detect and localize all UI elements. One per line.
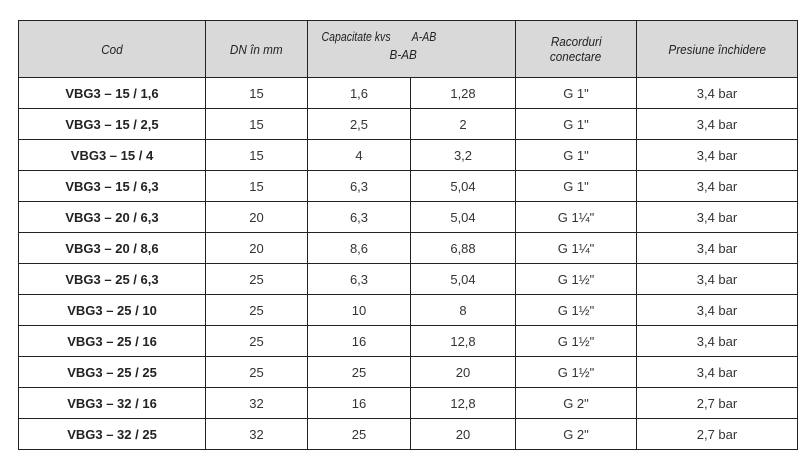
header-capacitate: Capacitate kvs A-AB B-AB (307, 20, 516, 78)
cell-cod: VBG3 – 25 / 25 (18, 356, 206, 388)
cell-b-ab: 5,04 (410, 201, 516, 233)
cell-dn: 32 (205, 418, 308, 450)
header-cod: Cod (18, 20, 206, 78)
cell-cod: VBG3 – 20 / 8,6 (18, 232, 206, 264)
cell-cod: VBG3 – 15 / 1,6 (18, 77, 206, 109)
header-b-ab: B-AB (389, 47, 417, 62)
cell-presiune: 3,4 bar (636, 325, 798, 357)
cell-presiune: 3,4 bar (636, 294, 798, 326)
cell-cod: VBG3 – 15 / 2,5 (18, 108, 206, 140)
cell-b-ab: 5,04 (410, 170, 516, 202)
table-row: VBG3 – 20 / 8,6 20 8,6 6,88 G 1¼" 3,4 bar (18, 232, 798, 264)
cell-cod: VBG3 – 25 / 16 (18, 325, 206, 357)
table-row: VBG3 – 20 / 6,3 20 6,3 5,04 G 1¼" 3,4 bar (18, 201, 798, 233)
cell-a-ab: 6,3 (307, 170, 411, 202)
cell-racord: G 1" (515, 170, 637, 202)
cell-b-ab: 8 (410, 294, 516, 326)
cell-a-ab: 16 (307, 325, 411, 357)
cell-dn: 25 (205, 294, 308, 326)
cell-racord: G 2" (515, 418, 637, 450)
table-row: VBG3 – 25 / 16 25 16 12,8 G 1½" 3,4 bar (18, 325, 798, 357)
header-row: Cod DN în mm Capacitate kvs A-AB B-AB Ra… (18, 20, 798, 78)
cell-racord: G 1" (515, 108, 637, 140)
cell-a-ab: 6,3 (307, 263, 411, 295)
cell-a-ab: 4 (307, 139, 411, 171)
cell-b-ab: 2 (410, 108, 516, 140)
table-row: VBG3 – 25 / 10 25 10 8 G 1½" 3,4 bar (18, 294, 798, 326)
cell-a-ab: 25 (307, 356, 411, 388)
cell-racord: G 2" (515, 387, 637, 419)
header-racorduri: Racorduri conectare (515, 20, 637, 78)
cell-cod: VBG3 – 20 / 6,3 (18, 201, 206, 233)
cell-dn: 15 (205, 170, 308, 202)
cell-presiune: 3,4 bar (636, 139, 798, 171)
cell-racord: G 1" (515, 139, 637, 171)
cell-b-ab: 1,28 (410, 77, 516, 109)
cell-presiune: 2,7 bar (636, 418, 798, 450)
cell-presiune: 3,4 bar (636, 356, 798, 388)
cell-a-ab: 10 (307, 294, 411, 326)
cell-b-ab: 20 (410, 356, 516, 388)
cell-a-ab: 25 (307, 418, 411, 450)
cell-racord: G 1½" (515, 263, 637, 295)
table-row: VBG3 – 15 / 1,6 15 1,6 1,28 G 1" 3,4 bar (18, 77, 798, 109)
cell-dn: 15 (205, 77, 308, 109)
cell-dn: 20 (205, 201, 308, 233)
table-row: VBG3 – 15 / 2,5 15 2,5 2 G 1" 3,4 bar (18, 108, 798, 140)
table-row: VBG3 – 15 / 4 15 4 3,2 G 1" 3,4 bar (18, 139, 798, 171)
table-row: VBG3 – 25 / 6,3 25 6,3 5,04 G 1½" 3,4 bar (18, 263, 798, 295)
cell-b-ab: 12,8 (410, 387, 516, 419)
cell-dn: 25 (205, 263, 308, 295)
cell-dn: 15 (205, 108, 308, 140)
cell-b-ab: 12,8 (410, 325, 516, 357)
cell-racord: G 1½" (515, 356, 637, 388)
header-dn: DN în mm (205, 20, 308, 78)
header-capacitate-label: Capacitate kvs (321, 29, 391, 44)
cell-dn: 15 (205, 139, 308, 171)
cell-presiune: 3,4 bar (636, 263, 798, 295)
cell-cod: VBG3 – 32 / 25 (18, 418, 206, 450)
cell-b-ab: 6,88 (410, 232, 516, 264)
header-presiune: Presiune închidere (636, 20, 798, 78)
cell-presiune: 3,4 bar (636, 77, 798, 109)
cell-b-ab: 3,2 (410, 139, 516, 171)
cell-cod: VBG3 – 15 / 6,3 (18, 170, 206, 202)
cell-dn: 20 (205, 232, 308, 264)
cell-cod: VBG3 – 32 / 16 (18, 387, 206, 419)
table-row: VBG3 – 32 / 25 32 25 20 G 2" 2,7 bar (18, 418, 798, 450)
header-a-ab: A-AB (412, 29, 437, 44)
cell-a-ab: 16 (307, 387, 411, 419)
cell-a-ab: 2,5 (307, 108, 411, 140)
cell-racord: G 1¼" (515, 232, 637, 264)
cell-racord: G 1½" (515, 294, 637, 326)
cell-dn: 32 (205, 387, 308, 419)
cell-presiune: 3,4 bar (636, 232, 798, 264)
cell-racord: G 1¼" (515, 201, 637, 233)
cell-presiune: 3,4 bar (636, 201, 798, 233)
cell-b-ab: 20 (410, 418, 516, 450)
cell-b-ab: 5,04 (410, 263, 516, 295)
cell-racord: G 1½" (515, 325, 637, 357)
cell-presiune: 2,7 bar (636, 387, 798, 419)
cell-a-ab: 6,3 (307, 201, 411, 233)
cell-cod: VBG3 – 25 / 10 (18, 294, 206, 326)
cell-a-ab: 1,6 (307, 77, 411, 109)
table-row: VBG3 – 15 / 6,3 15 6,3 5,04 G 1" 3,4 bar (18, 170, 798, 202)
cell-dn: 25 (205, 325, 308, 357)
cell-racord: G 1" (515, 77, 637, 109)
valve-spec-table: Cod DN în mm Capacitate kvs A-AB B-AB Ra… (18, 20, 798, 450)
table-row: VBG3 – 25 / 25 25 25 20 G 1½" 3,4 bar (18, 356, 798, 388)
cell-dn: 25 (205, 356, 308, 388)
cell-presiune: 3,4 bar (636, 170, 798, 202)
cell-a-ab: 8,6 (307, 232, 411, 264)
table-row: VBG3 – 32 / 16 32 16 12,8 G 2" 2,7 bar (18, 387, 798, 419)
cell-cod: VBG3 – 25 / 6,3 (18, 263, 206, 295)
cell-presiune: 3,4 bar (636, 108, 798, 140)
cell-cod: VBG3 – 15 / 4 (18, 139, 206, 171)
